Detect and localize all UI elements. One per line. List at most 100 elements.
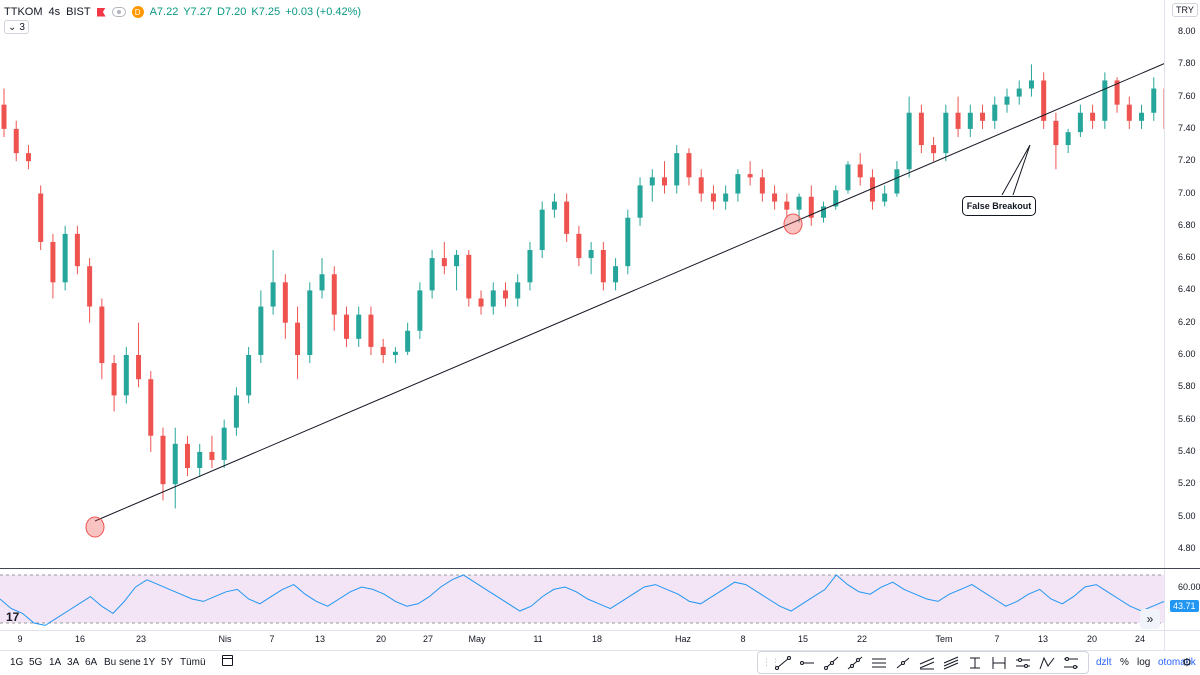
adjust-button[interactable]: dzlt <box>1096 657 1112 668</box>
horizontal-lines-tool-icon[interactable] <box>868 654 890 672</box>
gear-icon[interactable]: ⚙ <box>1182 657 1192 669</box>
candle <box>258 290 264 364</box>
price-tick-label: 4.80 <box>1178 542 1196 553</box>
candle-body <box>282 282 288 323</box>
candle-body <box>429 258 435 291</box>
candle-body <box>613 266 619 283</box>
range-button[interactable]: Tümü <box>180 657 206 668</box>
disjoint-channel-tool-icon[interactable] <box>1060 654 1082 672</box>
candle-body <box>307 290 313 355</box>
candle-body <box>1028 80 1034 89</box>
candle-body <box>466 254 472 299</box>
percent-scale-button[interactable]: % <box>1120 657 1129 668</box>
ray-tool-icon[interactable] <box>820 654 842 672</box>
time-tick-label: 11 <box>533 634 543 644</box>
range-button[interactable]: 1Y <box>143 657 156 668</box>
range-button[interactable]: 5G <box>29 657 43 668</box>
candle <box>1053 112 1059 170</box>
candle <box>233 387 239 436</box>
candle-body <box>869 177 875 202</box>
regression-channel-tool-icon[interactable] <box>940 654 962 672</box>
pane-separator[interactable] <box>0 568 1200 569</box>
candle-body <box>392 351 398 355</box>
candle <box>600 241 606 291</box>
parallel-channel-tool-icon[interactable] <box>916 654 938 672</box>
candle-body <box>918 112 924 146</box>
interval-label[interactable]: 4s <box>48 6 61 18</box>
info-line-tool-icon[interactable] <box>892 654 914 672</box>
range-button[interactable]: 1G <box>10 657 24 668</box>
price-tick-label: 5.60 <box>1178 413 1196 424</box>
candle <box>184 435 190 477</box>
candle-body <box>1151 88 1157 113</box>
currency-button[interactable]: TRY <box>1172 3 1198 17</box>
cross-line-tool-icon[interactable] <box>964 654 986 672</box>
indicators-toggle[interactable]: ⌄ 3 <box>4 20 29 34</box>
candle-body <box>784 201 790 210</box>
candle <box>515 274 521 307</box>
time-tick-label: May <box>468 634 486 644</box>
symbol-name[interactable]: TTKOM <box>4 6 43 18</box>
scroll-to-realtime-button[interactable]: » <box>1140 609 1160 629</box>
candle-body <box>845 164 851 191</box>
flat-top-bottom-tool-icon[interactable] <box>1012 654 1034 672</box>
chevron-down-icon: ⌄ <box>8 21 17 33</box>
horizontal-ray-tool-icon[interactable] <box>796 654 818 672</box>
candle-body <box>588 250 594 259</box>
candle-body <box>821 206 827 218</box>
candle-body <box>833 190 839 207</box>
trend-line-tool-icon[interactable] <box>772 654 794 672</box>
time-tick-label: 7 <box>994 634 1000 644</box>
candle <box>441 241 447 275</box>
log-scale-button[interactable]: log <box>1137 657 1151 668</box>
candle-body <box>343 314 349 339</box>
time-tick-label: 24 <box>1134 634 1146 644</box>
tradingview-logo[interactable]: 17 <box>6 610 20 624</box>
callout-pointer <box>1001 144 1031 196</box>
eye-icon[interactable] <box>111 7 126 17</box>
pitchfork-tool-icon[interactable] <box>1036 654 1058 672</box>
candle <box>1114 77 1120 113</box>
candle <box>576 225 582 267</box>
candle <box>1077 104 1083 137</box>
candle <box>429 250 435 299</box>
time-tick-label: 16 <box>74 634 86 644</box>
candle-body <box>943 112 949 154</box>
range-button[interactable]: Bu sene <box>104 657 141 668</box>
time-tick-label: 9 <box>17 634 23 644</box>
range-button[interactable]: 5Y <box>161 657 174 668</box>
false-breakout-callout[interactable]: False Breakout <box>962 196 1036 216</box>
candle <box>759 169 765 202</box>
candle <box>808 185 814 226</box>
price-chart[interactable] <box>0 0 1164 568</box>
candle-body <box>1163 88 1164 129</box>
range-button[interactable]: 1A <box>49 657 62 668</box>
close-value: K7.25 <box>251 6 281 18</box>
range-button[interactable]: 6A <box>85 657 98 668</box>
vertical-lines-tool-icon[interactable] <box>988 654 1010 672</box>
candle <box>551 193 557 218</box>
candle-body <box>723 193 729 202</box>
range-button[interactable]: 3A <box>67 657 80 668</box>
candle-body <box>50 241 56 283</box>
candle-body <box>502 290 508 299</box>
rsi-pane[interactable] <box>0 569 1164 630</box>
calendar-icon[interactable] <box>222 655 233 666</box>
candle <box>723 185 729 210</box>
candle <box>1126 96 1132 129</box>
candle-body <box>662 177 668 186</box>
candle <box>1065 128 1071 154</box>
flag-icon[interactable] <box>96 7 106 17</box>
candle-body <box>1 104 7 129</box>
candle-body <box>38 193 44 242</box>
extended-line-tool-icon[interactable] <box>844 654 866 672</box>
candle <box>1102 72 1108 129</box>
candle <box>25 145 31 170</box>
time-tick-label: 27 <box>422 634 434 644</box>
candle <box>931 136 937 162</box>
auto-scale-button[interactable]: otomatik <box>1158 657 1196 668</box>
price-tick-label: 7.00 <box>1178 187 1196 198</box>
drag-handle-icon[interactable]: ⋮⋮ <box>762 657 780 667</box>
candle <box>380 338 386 364</box>
candle <box>1090 104 1096 129</box>
